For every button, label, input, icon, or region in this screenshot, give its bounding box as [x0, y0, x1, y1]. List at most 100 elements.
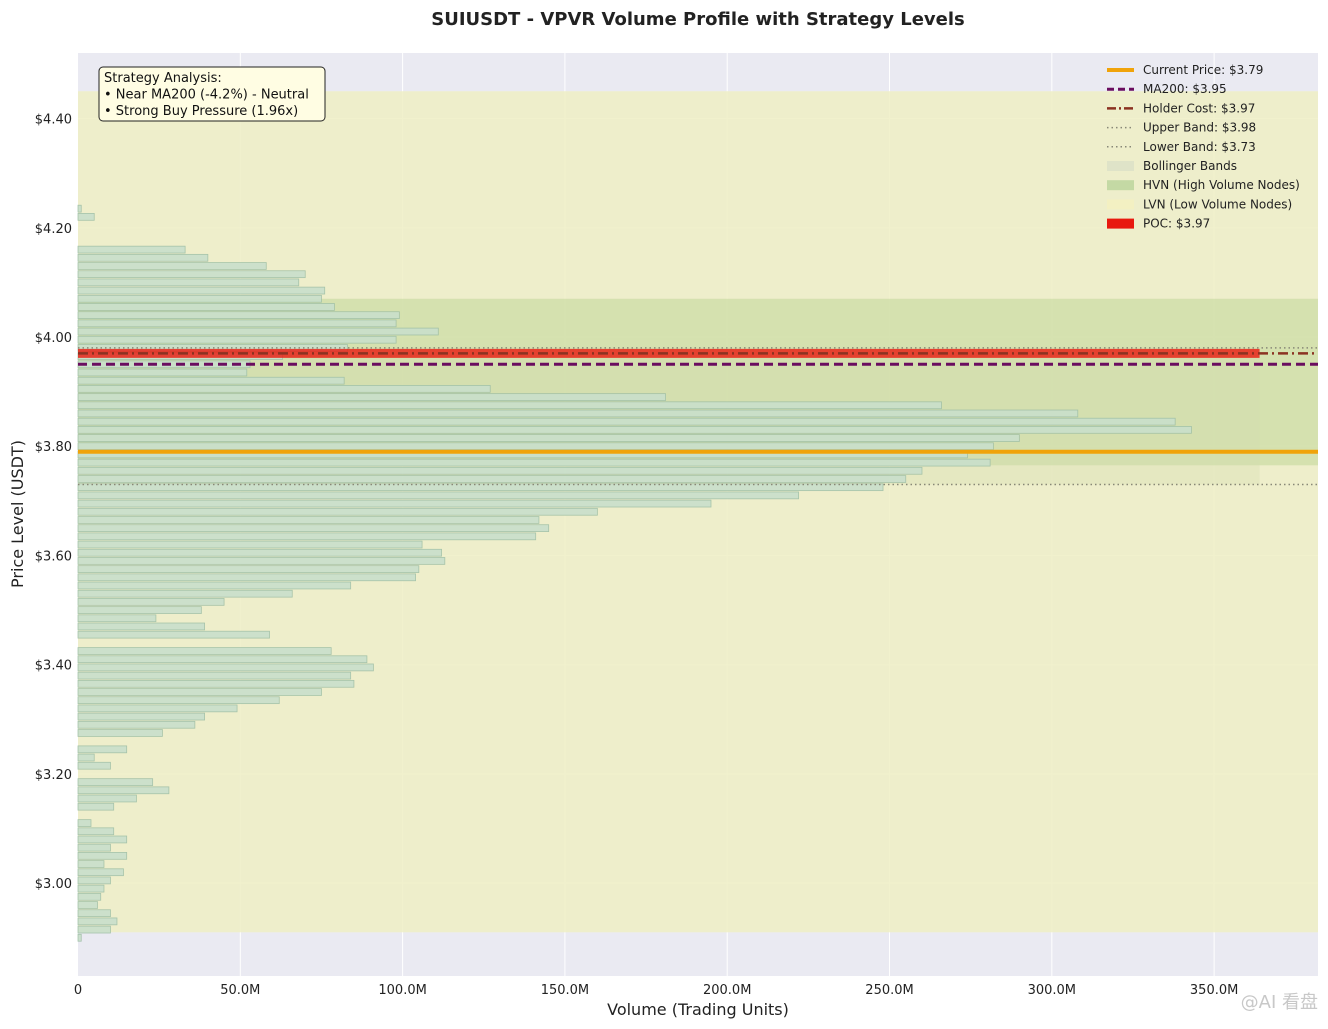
poc-bar	[78, 348, 1260, 358]
volume-bar	[77, 720, 196, 729]
legend-item-upper_band: Upper Band: $3.98	[1107, 121, 1256, 135]
volume-bar	[77, 385, 491, 393]
volume-bar	[77, 753, 95, 762]
volume-bar	[77, 393, 666, 401]
volume-bar	[77, 327, 439, 336]
volume-bar	[77, 835, 128, 844]
legend-swatch	[1107, 218, 1134, 229]
volume-bar	[77, 876, 111, 885]
volume-bar	[77, 598, 225, 606]
volume-bar	[77, 204, 82, 213]
volume-bar	[77, 491, 800, 500]
volume-bar	[77, 892, 102, 901]
volume-bar	[77, 548, 442, 557]
volume-bar	[77, 401, 942, 410]
legend-label: Current Price: $3.79	[1143, 63, 1263, 77]
legend-item-lower_band: Lower Band: $3.73	[1107, 140, 1256, 154]
volume-bar	[77, 507, 598, 516]
volume-bar	[77, 802, 115, 811]
volume-bar	[77, 696, 280, 705]
volume-bar	[77, 712, 205, 721]
volume-bar	[77, 483, 884, 492]
volume-bar	[77, 909, 111, 918]
volume-bar	[77, 860, 105, 868]
y-tick-label: $3.20	[35, 768, 72, 783]
volume-bar	[77, 475, 907, 483]
annotation-line: Strategy Analysis:	[104, 71, 222, 86]
volume-bar	[77, 868, 124, 877]
volume-bar	[77, 409, 1079, 418]
x-axis-title: Volume (Trading Units)	[607, 1000, 789, 1019]
volume-bar	[77, 622, 205, 631]
volume-bar	[77, 614, 157, 623]
volume-bar	[77, 745, 128, 754]
y-tick-label: $4.40	[35, 113, 72, 128]
volume-bar	[77, 466, 923, 475]
volume-bar	[77, 245, 186, 254]
volume-bar	[77, 516, 540, 524]
volume-bar	[77, 679, 355, 688]
volume-bar	[77, 426, 1192, 434]
x-tick-label: 0	[74, 983, 82, 998]
volume-bar	[77, 655, 368, 664]
legend-swatch	[1107, 180, 1134, 191]
volume-bar	[77, 270, 306, 279]
volume-bar	[77, 589, 293, 598]
volume-bar	[77, 434, 1020, 442]
y-tick-label: $3.60	[35, 549, 72, 564]
x-tick-label: 50.0M	[220, 983, 260, 998]
volume-bar	[77, 901, 98, 909]
annotation-line: • Strong Buy Pressure (1.96x)	[104, 104, 298, 119]
volume-bar	[77, 262, 267, 270]
legend-label: Upper Band: $3.98	[1143, 121, 1256, 135]
volume-bar	[77, 335, 397, 344]
volume-bar	[77, 819, 92, 827]
legend-item-current_price: Current Price: $3.79	[1107, 63, 1263, 77]
volume-bar	[77, 663, 374, 672]
volume-bar	[77, 761, 111, 770]
volume-bar	[77, 294, 322, 303]
x-tick-label: 250.0M	[865, 983, 913, 998]
volume-bar	[77, 933, 82, 942]
volume-bar	[77, 794, 137, 803]
x-tick-label: 100.0M	[378, 983, 426, 998]
volume-bar	[77, 852, 128, 860]
legend-label: Bollinger Bands	[1143, 159, 1237, 173]
volume-bar	[77, 647, 332, 655]
volume-bar	[77, 532, 537, 541]
volume-bar	[77, 925, 111, 934]
volume-bar	[77, 843, 111, 852]
volume-bar	[77, 458, 991, 467]
volume-bar	[77, 606, 202, 614]
legend-item-holder_cost: Holder Cost: $3.97	[1107, 101, 1255, 115]
volume-bar	[77, 688, 322, 696]
y-axis-title: Price Level (USDT)	[8, 440, 27, 588]
volume-bar	[77, 540, 423, 549]
y-tick-label: $4.00	[35, 331, 72, 346]
volume-bar	[77, 581, 352, 590]
volume-bar	[77, 557, 446, 565]
volume-bar	[77, 630, 270, 639]
volume-bar	[77, 368, 248, 377]
volume-bar	[77, 573, 416, 582]
volume-bar	[77, 376, 345, 385]
volume-bar	[77, 417, 1176, 426]
y-tick-label: $3.40	[35, 659, 72, 674]
annotation-line: • Near MA200 (-4.2%) - Neutral	[104, 88, 309, 103]
legend-item-ma200: MA200: $3.95	[1107, 82, 1227, 96]
volume-bar	[77, 917, 118, 926]
legend-label: Holder Cost: $3.97	[1143, 101, 1255, 115]
strategy-annotation-box	[98, 66, 326, 122]
legend-item-hvn: HVN (High Volume Nodes)	[1107, 178, 1300, 192]
x-tick-label: 150.0M	[541, 983, 589, 998]
legend-label: HVN (High Volume Nodes)	[1143, 178, 1300, 192]
legend-label: MA200: $3.95	[1143, 82, 1227, 96]
volume-bar	[77, 671, 352, 680]
y-tick-label: $3.80	[35, 440, 72, 455]
volume-bar	[77, 884, 105, 893]
volume-bar	[77, 319, 397, 328]
volume-bar	[77, 565, 420, 573]
y-tick-label: $4.20	[35, 222, 72, 237]
legend-label: POC: $3.97	[1143, 217, 1210, 231]
